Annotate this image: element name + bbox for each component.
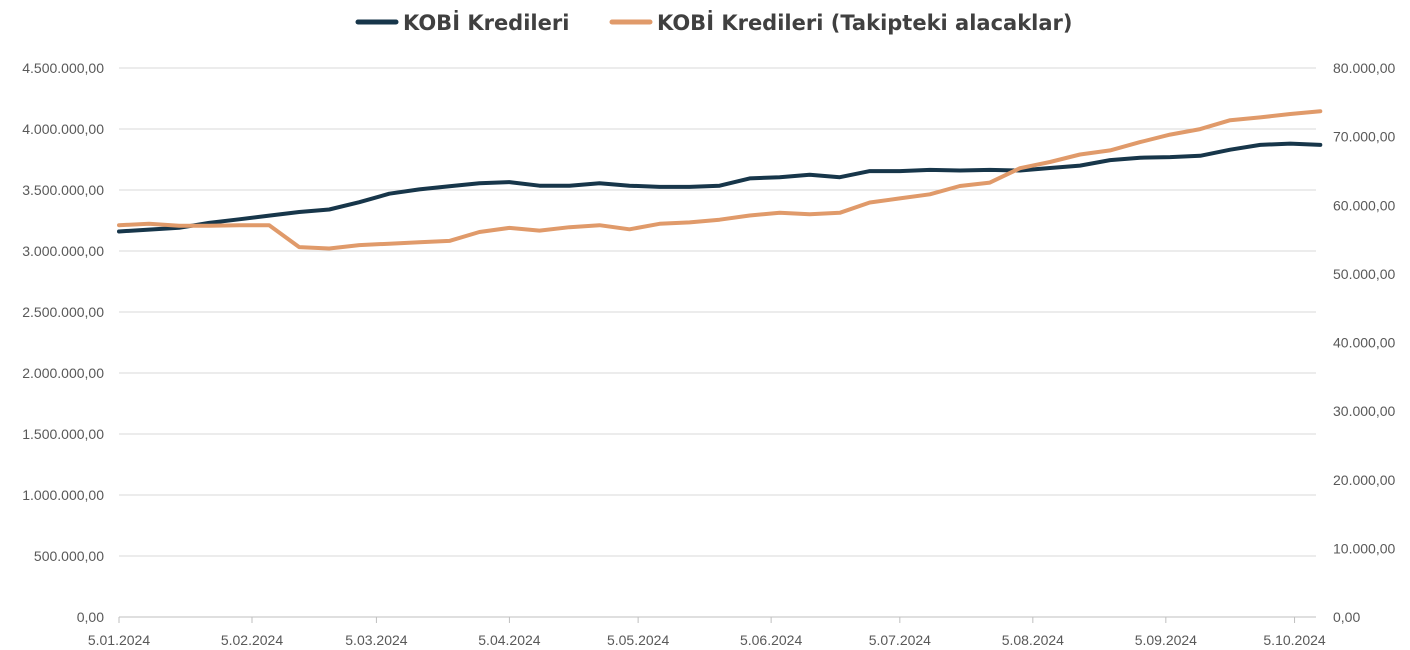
series-layer — [117, 109, 1323, 251]
x-tick-label: 5.07.2024 — [869, 632, 931, 648]
y-right-tick-label: 50.000,00 — [1333, 266, 1395, 282]
legend-label: KOBİ Kredileri (Takipteki alacaklar) — [657, 10, 1073, 35]
x-tick-label: 5.08.2024 — [1002, 632, 1064, 648]
y-right-tick-label: 60.000,00 — [1333, 197, 1395, 213]
x-tick-label: 5.05.2024 — [607, 632, 669, 648]
y-right-tick-label: 70.000,00 — [1333, 129, 1395, 145]
gridlines — [119, 67, 1316, 557]
x-tick-label: 5.04.2024 — [478, 632, 540, 648]
y-axis-left: 0,00 500.000,00 1.000.000,00 1.500.000,00 2.… — [22, 60, 104, 625]
x-tick-label: 5.06.2024 — [740, 632, 802, 648]
y-left-tick-label: 1.500.000,00 — [22, 426, 104, 442]
y-left-tick-label: 2.500.000,00 — [22, 304, 104, 320]
series-line-kobi-loans — [117, 141, 1323, 234]
y-right-tick-label: 20.000,00 — [1333, 472, 1395, 488]
x-tick-label: 5.03.2024 — [345, 632, 407, 648]
y-right-tick-label: 0,00 — [1333, 609, 1360, 625]
legend: KOBİ Kredileri KOBİ Kredileri (Takipteki … — [355, 10, 1073, 35]
x-tick-label: 5.10.2024 — [1263, 632, 1325, 648]
y-left-tick-label: 2.000.000,00 — [22, 365, 104, 381]
y-right-tick-label: 80.000,00 — [1333, 60, 1395, 76]
y-right-tick-label: 10.000,00 — [1333, 540, 1395, 556]
x-tick-label: 5.01.2024 — [88, 632, 150, 648]
y-left-tick-label: 3.500.000,00 — [22, 182, 104, 198]
y-left-tick-label: 0,00 — [77, 609, 104, 625]
x-axis: 5.01.2024 5.02.2024 5.03.2024 5.04.2024 5.05… — [88, 616, 1326, 648]
y-left-tick-label: 4.500.000,00 — [22, 60, 104, 76]
y-right-tick-label: 30.000,00 — [1333, 403, 1395, 419]
x-tick-label: 5.02.2024 — [221, 632, 283, 648]
y-axis-right: 0,00 10.000,00 20.000,00 30.000,00 40.000,00… — [1333, 60, 1395, 625]
x-tick-label: 5.09.2024 — [1135, 632, 1197, 648]
y-right-tick-label: 40.000,00 — [1333, 335, 1395, 351]
y-left-tick-label: 4.000.000,00 — [22, 121, 104, 137]
y-left-tick-label: 3.000.000,00 — [22, 243, 104, 259]
y-left-tick-label: 1.000.000,00 — [22, 487, 104, 503]
legend-label: KOBİ Kredileri — [403, 10, 569, 35]
series-line-kobi-npl — [117, 109, 1323, 251]
y-left-tick-label: 500.000,00 — [34, 548, 104, 564]
